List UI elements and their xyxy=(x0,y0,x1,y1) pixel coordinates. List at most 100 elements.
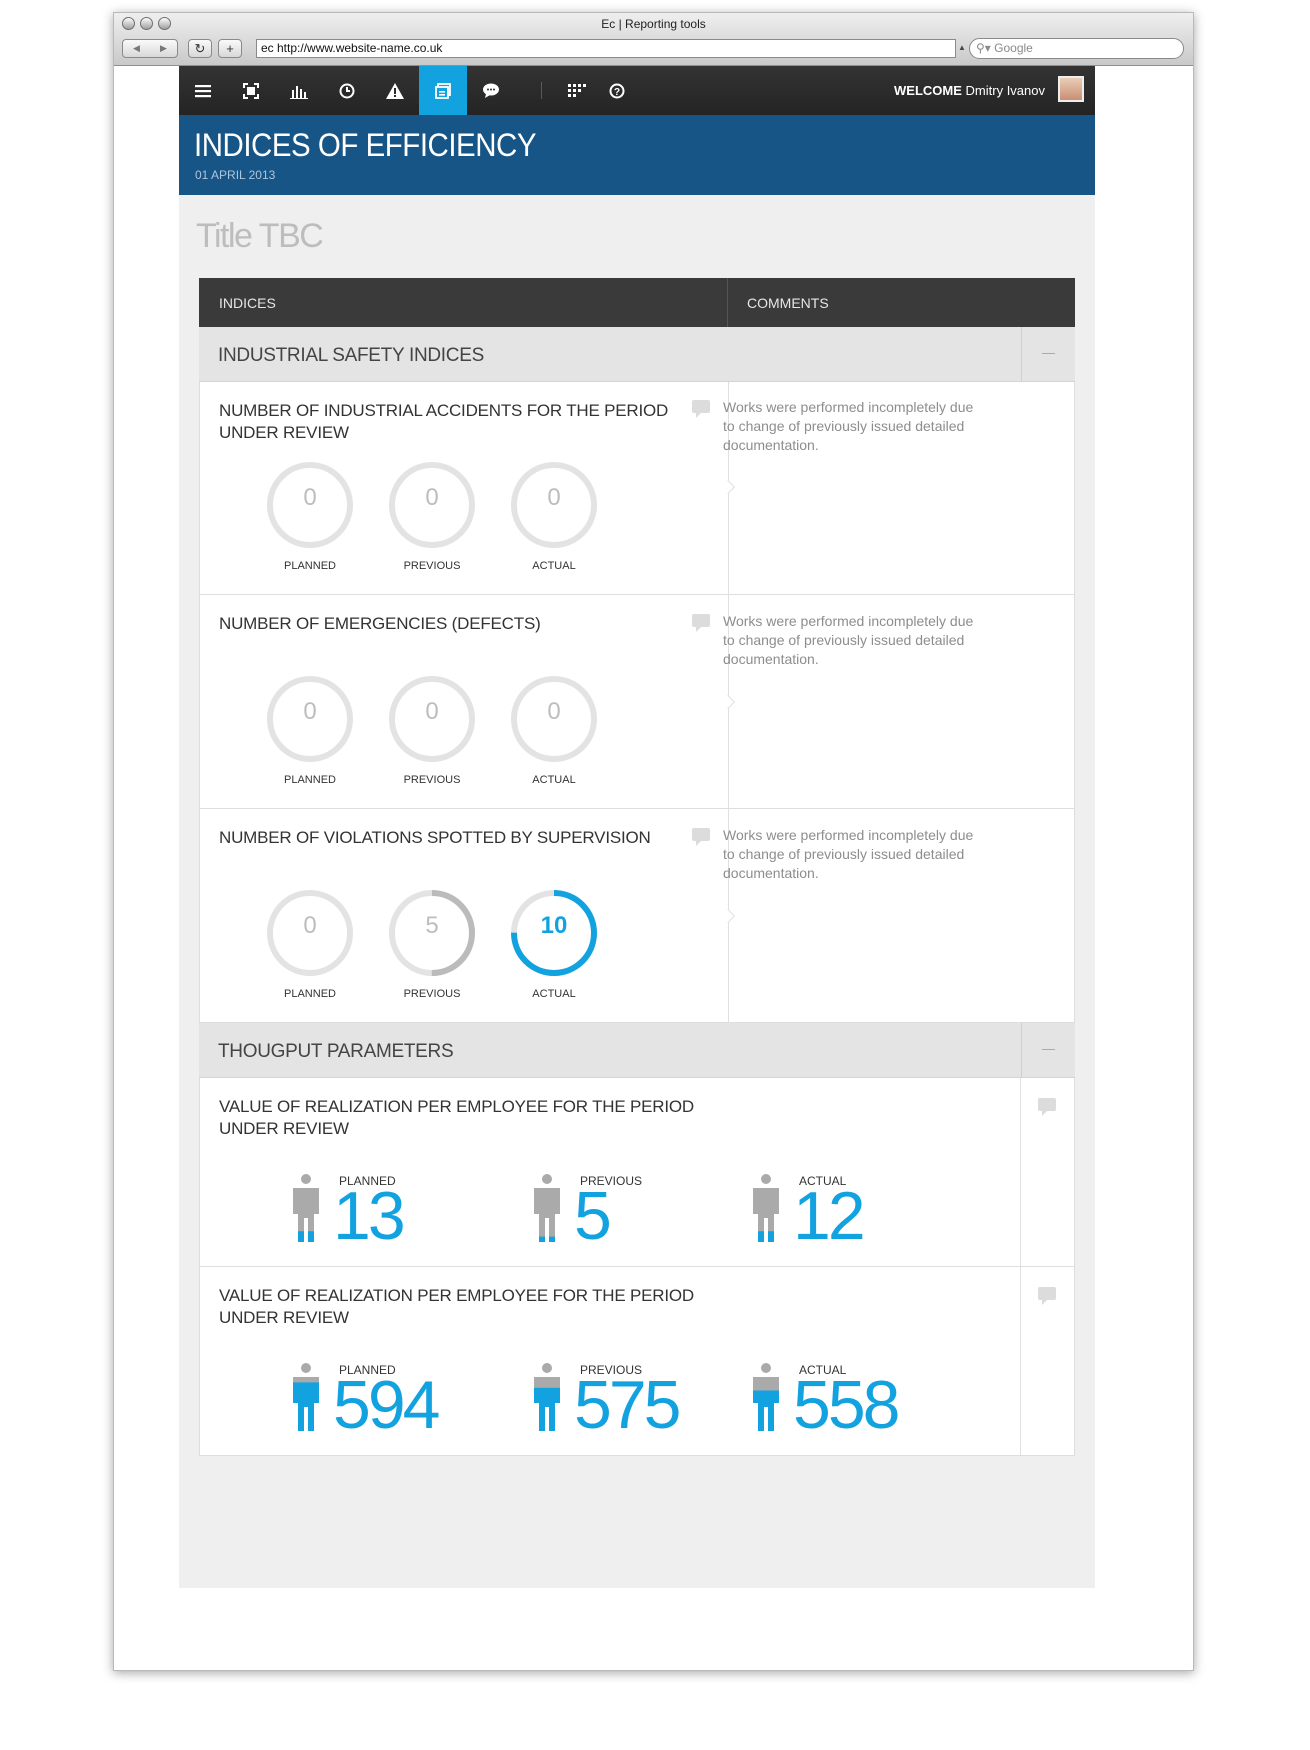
gauge-actual: 10 ACTUAL xyxy=(504,883,604,1003)
comment-pointer xyxy=(720,908,736,924)
gauge-progress-arc xyxy=(389,890,475,976)
index-title: VALUE OF REALIZATION PER EMPLOYEE FOR TH… xyxy=(219,1097,694,1138)
report-date: 01 APRIL 2013 xyxy=(195,168,276,182)
person-icon xyxy=(753,1174,779,1242)
comment-icon[interactable] xyxy=(1038,1098,1056,1116)
gauge-value: 0 xyxy=(303,912,317,939)
index-row: NUMBER OF EMERGENCIES (DEFECTS) 0 PLANNE… xyxy=(199,595,1075,809)
person-fill-level xyxy=(753,1390,779,1431)
comment-column xyxy=(1020,1078,1074,1266)
table-header: INDICES COMMENTS xyxy=(199,278,1075,327)
section-title: THOUGPUT PARAMETERS xyxy=(218,1041,454,1062)
clock-icon[interactable] xyxy=(323,66,371,115)
back-arrow-icon[interactable]: ◀ xyxy=(133,43,140,53)
expand-icon[interactable] xyxy=(227,66,275,115)
bar-chart-icon[interactable] xyxy=(275,66,323,115)
search-icon: ⚲▾ xyxy=(976,41,995,55)
avatar[interactable] xyxy=(1058,76,1084,102)
index-row: NUMBER OF INDUSTRIAL ACCIDENTS FOR THE P… xyxy=(199,382,1075,595)
close-window-button[interactable] xyxy=(122,17,135,30)
comment-pointer xyxy=(720,694,736,710)
person-icon xyxy=(293,1363,319,1431)
gauge-label: PREVIOUS xyxy=(403,560,461,572)
chat-icon[interactable] xyxy=(467,66,515,115)
gauge-value: 0 xyxy=(303,698,317,725)
person-silhouette xyxy=(293,1174,319,1242)
reload-button[interactable]: ↻ xyxy=(188,39,212,58)
warning-icon[interactable] xyxy=(371,66,419,115)
dropdown-arrow-icon[interactable]: ▲ xyxy=(958,43,966,52)
new-tab-button[interactable]: + xyxy=(218,39,242,58)
collapse-button[interactable] xyxy=(1021,327,1075,381)
metric-value: 5 xyxy=(574,1178,612,1254)
index-row: VALUE OF REALIZATION PER EMPLOYEE FOR TH… xyxy=(199,1267,1075,1456)
app-content: ? WELCOME Dmitry Ivanov INDICES OF EFFIC… xyxy=(179,66,1095,1588)
metric-label: ACTUAL xyxy=(799,1174,847,1188)
gauge-value: 5 xyxy=(425,912,439,939)
comment-icon[interactable] xyxy=(692,400,710,418)
person-icon xyxy=(293,1174,319,1242)
comment-text: Works were performed incompletely due to… xyxy=(723,613,974,667)
grid-icon[interactable] xyxy=(553,66,601,115)
minus-icon xyxy=(1042,353,1055,354)
column-header-comments: COMMENTS xyxy=(747,295,829,311)
gauge-ring xyxy=(511,890,597,976)
gauge-value: 0 xyxy=(425,484,439,511)
metric-label: PLANNED xyxy=(339,1363,396,1377)
gauge-previous: 5 PREVIOUS xyxy=(382,883,482,1003)
gauge-ring xyxy=(389,890,475,976)
browser-toolbar: Ec | Reporting tools ◀ ▶ ↻ + ec http://w… xyxy=(114,13,1193,66)
metric-actual: ACTUAL 12 xyxy=(751,1174,971,1254)
search-placeholder: Google xyxy=(994,41,1033,55)
gauge-label: PLANNED xyxy=(284,988,336,1000)
forward-arrow-icon[interactable]: ▶ xyxy=(160,43,167,53)
section-throughput: THOUGPUT PARAMETERS xyxy=(199,1023,1075,1078)
comment-icon[interactable] xyxy=(692,614,710,632)
page-header: INDICES OF EFFICIENCY 01 APRIL 2013 xyxy=(179,115,1095,195)
gauge-actual: 0 ACTUAL xyxy=(504,669,604,789)
zoom-window-button[interactable] xyxy=(158,17,171,30)
welcome-text: WELCOME Dmitry Ivanov xyxy=(894,83,1045,98)
index-title: NUMBER OF EMERGENCIES (DEFECTS) xyxy=(219,614,541,633)
gauge-value: 10 xyxy=(540,912,568,939)
gauge-value: 0 xyxy=(547,484,561,511)
nav-divider xyxy=(541,82,542,99)
person-silhouette xyxy=(534,1174,560,1242)
person-icon xyxy=(753,1363,779,1431)
minimize-window-button[interactable] xyxy=(140,17,153,30)
collapse-button[interactable] xyxy=(1021,1023,1075,1077)
person-fill-level xyxy=(293,1382,319,1431)
metric-planned: PLANNED 13 xyxy=(291,1174,511,1254)
cards-icon[interactable] xyxy=(419,66,467,115)
search-field[interactable]: ⚲▾ Google xyxy=(969,38,1184,59)
window-controls xyxy=(122,17,171,30)
gauge-previous: 0 PREVIOUS xyxy=(382,669,482,789)
metric-value: 594 xyxy=(333,1367,440,1443)
header-divider xyxy=(727,278,728,327)
comment-column xyxy=(1020,1267,1074,1455)
gauge-label: ACTUAL xyxy=(532,774,576,786)
gauge-value: 0 xyxy=(303,484,317,511)
gauge-ring xyxy=(267,676,353,762)
gauge-value: 0 xyxy=(425,698,439,725)
section-title: INDUSTRIAL SAFETY INDICES xyxy=(218,345,484,366)
user-name[interactable]: Dmitry Ivanov xyxy=(965,83,1045,98)
metric-planned: PLANNED 594 xyxy=(291,1363,511,1443)
column-header-indices: INDICES xyxy=(219,295,276,311)
gauge-label: PLANNED xyxy=(284,774,336,786)
person-fill-level xyxy=(293,1231,319,1242)
comment-icon[interactable] xyxy=(1038,1287,1056,1305)
gauge-label: ACTUAL xyxy=(532,988,576,1000)
help-icon[interactable]: ? xyxy=(593,66,641,115)
back-forward-buttons[interactable]: ◀ ▶ xyxy=(122,39,178,58)
metric-value: 558 xyxy=(793,1367,900,1443)
comment-icon[interactable] xyxy=(692,828,710,846)
address-bar[interactable]: ec http://www.website-name.co.uk xyxy=(256,39,956,58)
gauge-label: PREVIOUS xyxy=(403,774,461,786)
section-industrial-safety: INDUSTRIAL SAFETY INDICES xyxy=(199,327,1075,382)
menu-icon[interactable] xyxy=(179,66,227,115)
person-silhouette xyxy=(753,1174,779,1242)
browser-window: Ec | Reporting tools ◀ ▶ ↻ + ec http://w… xyxy=(113,12,1194,1671)
index-title: VALUE OF REALIZATION PER EMPLOYEE FOR TH… xyxy=(219,1286,694,1327)
metric-value: 12 xyxy=(793,1178,866,1254)
